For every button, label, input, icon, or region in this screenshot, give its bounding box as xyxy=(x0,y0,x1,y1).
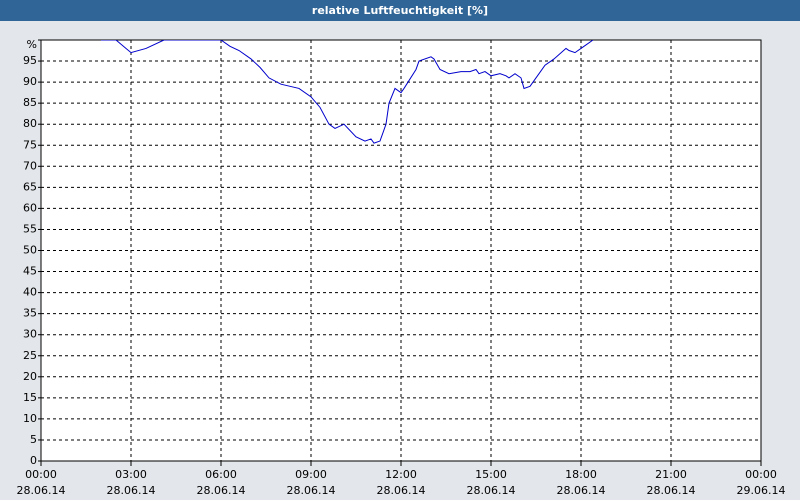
x-tick-date: 28.06.14 xyxy=(467,484,516,497)
x-tick-date: 28.06.14 xyxy=(647,484,696,497)
x-tick-label: 03:00 xyxy=(115,468,147,481)
x-tick-date: 28.06.14 xyxy=(377,484,426,497)
y-tick-label: 85 xyxy=(23,96,37,109)
x-tick-label: 09:00 xyxy=(295,468,327,481)
y-tick-label: 70 xyxy=(23,159,37,172)
y-tick-label: 30 xyxy=(23,328,37,341)
x-tick-label: 06:00 xyxy=(205,468,237,481)
y-tick-label: 75 xyxy=(23,138,37,151)
x-tick-date: 28.06.14 xyxy=(17,484,66,497)
chart-title: relative Luftfeuchtigkeit [%] xyxy=(312,4,488,17)
y-tick-label: 45 xyxy=(23,265,37,278)
y-tick-label: 55 xyxy=(23,222,37,235)
title-bar xyxy=(0,0,800,21)
x-tick-date: 28.06.14 xyxy=(287,484,336,497)
x-tick-label: 15:00 xyxy=(475,468,507,481)
y-tick-label: % xyxy=(27,38,37,51)
y-tick-label: 35 xyxy=(23,307,37,320)
x-tick-date: 28.06.14 xyxy=(557,484,606,497)
y-tick-label: 10 xyxy=(23,412,37,425)
y-tick-label: 20 xyxy=(23,370,37,383)
x-tick-label: 21:00 xyxy=(655,468,687,481)
line xyxy=(101,40,594,144)
y-tick-label: 60 xyxy=(23,201,37,214)
y-tick-label: 50 xyxy=(23,244,37,257)
x-tick-date: 29.06.14 xyxy=(737,484,786,497)
y-tick-label: 65 xyxy=(23,180,37,193)
y-tick-label: 95 xyxy=(23,54,37,67)
y-tick-label: 40 xyxy=(23,286,37,299)
y-tick-label: 15 xyxy=(23,391,37,404)
x-tick-date: 28.06.14 xyxy=(197,484,246,497)
y-tick-label: 80 xyxy=(23,117,37,130)
x-tick-date: 28.06.14 xyxy=(107,484,156,497)
y-tick-label: 5 xyxy=(30,433,37,446)
x-tick-label: 18:00 xyxy=(565,468,597,481)
x-tick-label: 00:00 xyxy=(745,468,777,481)
y-tick-label: 90 xyxy=(23,75,37,88)
y-tick-label: 0 xyxy=(30,454,37,467)
y-tick-label: 25 xyxy=(23,349,37,362)
x-tick-label: 00:00 xyxy=(25,468,57,481)
x-tick-label: 12:00 xyxy=(385,468,417,481)
